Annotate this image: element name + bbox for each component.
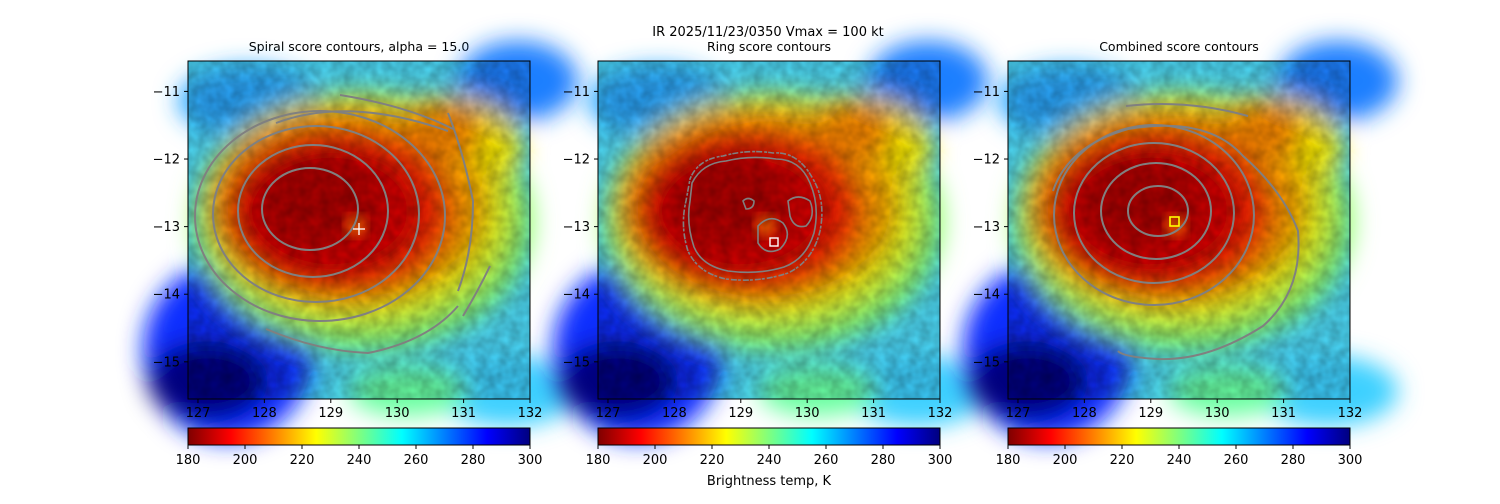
axes-frame (187, 60, 531, 400)
colorbar-tick-label: 240 (757, 453, 782, 468)
colorbar-tick-label: 240 (347, 453, 372, 468)
colorbar-tick-label: 180 (996, 453, 1021, 468)
colorbar-tick-label: 260 (1224, 453, 1249, 468)
x-tick-label: 128 (1072, 406, 1097, 421)
panel-spiral: Spiral score contours, alpha = 15.0 127 1… (143, 39, 578, 441)
colorbar-label: Brightness temp, K (707, 474, 832, 489)
x-tick-label: 127 (1006, 406, 1031, 421)
y-tick-label: −13 (973, 220, 1000, 235)
y-tick-label: −11 (153, 85, 180, 100)
colorbar-tick-label: 300 (928, 453, 953, 468)
colorbar-tick-label: 200 (1053, 453, 1078, 468)
x-tick-label: 132 (518, 406, 543, 421)
y-tick-label: −15 (153, 355, 180, 370)
y-tick-label: −13 (153, 220, 180, 235)
x-tick-label: 130 (385, 406, 410, 421)
y-tick-label: −15 (973, 355, 1000, 370)
ir-image (963, 41, 1398, 441)
colorbar-tick-label: 260 (404, 453, 429, 468)
axis-ticks: 127 128 129 130 131 132 −11 −12 −13 −14 −15 (153, 85, 543, 421)
x-tick-label: 128 (252, 406, 277, 421)
x-tick-label: 131 (1271, 406, 1296, 421)
y-tick-label: −11 (973, 85, 1000, 100)
colorbar-middle: 180 200 220 240 260 280 300 Brightness temp, K (586, 427, 953, 489)
colorbar-tick-label: 200 (233, 453, 258, 468)
y-tick-label: −11 (563, 85, 590, 100)
colorbar-tick-label: 300 (518, 453, 543, 468)
y-tick-label: −14 (153, 288, 180, 303)
colorbar-tick-label: 240 (1167, 453, 1192, 468)
colorbar-right: 180 200 220 240 260 280 300 (996, 427, 1363, 468)
ir-image (143, 41, 578, 441)
panel-title: Spiral score contours, alpha = 15.0 (249, 39, 470, 54)
y-tick-label: −14 (973, 288, 1000, 303)
x-tick-label: 127 (596, 406, 621, 421)
y-tick-label: −15 (563, 355, 590, 370)
figure-suptitle: IR 2025/11/23/0350 Vmax = 100 kt (652, 25, 883, 40)
y-tick-label: −12 (563, 153, 590, 168)
colorbar-tick-label: 280 (1281, 453, 1306, 468)
combined-contours (1052, 103, 1300, 361)
colorbar-tick-label: 280 (461, 453, 486, 468)
colorbar-tick-label: 220 (290, 453, 315, 468)
y-tick-label: −14 (563, 288, 590, 303)
x-tick-label: 129 (1138, 406, 1163, 421)
x-tick-label: 128 (662, 406, 687, 421)
axis-ticks: 127 128 129 130 131 132 −11 −12 −13 −14 −15 (973, 85, 1363, 421)
colorbar-tick-label: 220 (700, 453, 725, 468)
x-tick-label: 130 (795, 406, 820, 421)
colorbar-tick-label: 200 (643, 453, 668, 468)
x-tick-label: 127 (186, 406, 211, 421)
y-tick-label: −12 (973, 153, 1000, 168)
x-tick-label: 132 (928, 406, 953, 421)
ring-contours (682, 150, 823, 281)
axes-frame (597, 60, 941, 400)
x-tick-label: 129 (318, 406, 343, 421)
panel-combined: Combined score contours 127 128 129 130 131 1… (963, 39, 1398, 441)
x-tick-label: 129 (728, 406, 753, 421)
y-tick-label: −13 (563, 220, 590, 235)
colorbar-left: 180 200 220 240 260 280 300 (176, 427, 543, 468)
x-tick-label: 132 (1338, 406, 1363, 421)
colorbar-tick-label: 220 (1110, 453, 1135, 468)
center-marker (1169, 216, 1180, 227)
colorbar-tick-label: 180 (176, 453, 201, 468)
panel-title: Ring score contours (707, 39, 831, 54)
center-marker (353, 223, 365, 235)
x-tick-label: 130 (1205, 406, 1230, 421)
panel-ring: Ring score contours 127 128 129 130 131 132 −1… (553, 39, 988, 441)
x-tick-label: 131 (451, 406, 476, 421)
colorbar-tick-label: 260 (814, 453, 839, 468)
colorbar-tick-label: 300 (1338, 453, 1363, 468)
center-marker (769, 237, 779, 247)
panel-title: Combined score contours (1099, 39, 1259, 54)
y-tick-label: −12 (153, 153, 180, 168)
spiral-contours (194, 94, 491, 355)
colorbar-tick-label: 180 (586, 453, 611, 468)
x-tick-label: 131 (861, 406, 886, 421)
axes-frame (1007, 60, 1351, 400)
colorbar-tick-label: 280 (871, 453, 896, 468)
axis-ticks: 127 128 129 130 131 132 −11 −12 −13 −14 −15 (563, 85, 953, 421)
